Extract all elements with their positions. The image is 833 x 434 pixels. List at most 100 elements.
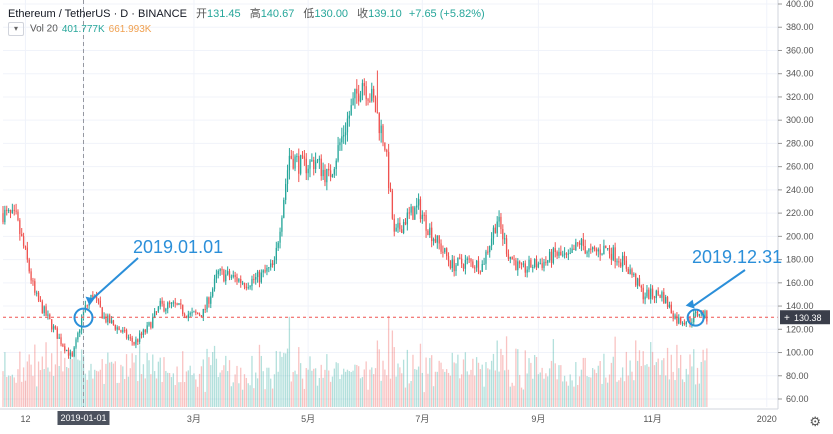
candle-body: [395, 227, 397, 232]
x-tick-label: 11月: [643, 414, 661, 424]
volume-bar: [554, 363, 556, 407]
volume-bar: [65, 367, 68, 407]
candle-body: [391, 190, 394, 219]
volume-bar: [633, 380, 635, 407]
candle-body: [530, 259, 532, 268]
volume-bar: [258, 344, 261, 407]
volume-bar: [124, 379, 126, 407]
candle-body: [620, 262, 622, 267]
candle-body: [421, 214, 423, 219]
candle-body: [103, 316, 105, 319]
volume-bar: [610, 362, 613, 407]
candle-body: [575, 242, 577, 250]
volume-bar: [71, 359, 73, 407]
candle-body: [666, 297, 669, 308]
volume-bar: [494, 370, 496, 407]
candle-body: [348, 115, 350, 119]
x-tick-label: 7月: [415, 414, 429, 424]
candle-body: [661, 292, 663, 298]
volume-bar: [481, 364, 483, 407]
volume-bar: [416, 369, 418, 407]
candle-body: [464, 260, 467, 269]
candle-body: [477, 260, 480, 272]
candle-body: [655, 290, 657, 299]
candle-body: [258, 271, 261, 283]
annotation-arrow-start: [88, 257, 139, 303]
candle-body: [513, 259, 515, 261]
candle-body: [356, 88, 358, 94]
candle-body: [522, 263, 525, 265]
volume-bar: [657, 358, 659, 407]
volume-bar: [470, 369, 472, 407]
volume-bar: [378, 349, 380, 407]
candle-body: [440, 243, 442, 252]
volume-bar: [241, 389, 244, 407]
candle-body: [425, 214, 427, 231]
candle-body: [264, 270, 266, 272]
candle-body: [24, 245, 27, 248]
candle-body: [492, 227, 495, 239]
volume-bar: [541, 367, 543, 407]
candle-body: [135, 339, 137, 345]
volume-bar: [69, 356, 72, 407]
high-value: 140.67: [260, 8, 295, 20]
volume-bar: [311, 370, 313, 407]
volume-bar: [208, 357, 210, 407]
volume-bar: [13, 377, 15, 407]
volume-bar: [404, 387, 407, 407]
candle-body: [32, 280, 34, 282]
candle-body: [404, 221, 407, 225]
y-tick-label: 140.00: [786, 301, 814, 311]
volume-bar: [97, 371, 100, 407]
low-label: 低: [303, 8, 315, 20]
volume-bar: [182, 351, 184, 407]
volume-bar: [238, 383, 240, 407]
symbol-name[interactable]: Ethereum / TetherUS · D · BINANCE: [8, 8, 187, 20]
candle-body: [670, 304, 672, 314]
candle-body: [505, 238, 508, 255]
volume-bar: [36, 386, 38, 407]
candle-body: [157, 306, 160, 312]
candle-body: [221, 269, 223, 271]
volume-bar: [706, 348, 708, 407]
volume-bar: [700, 361, 702, 407]
candle-body: [376, 112, 379, 114]
volume-bar: [475, 357, 478, 407]
candle-body: [489, 245, 491, 253]
volume-value-2: 661.993K: [108, 23, 152, 35]
volume-bar: [346, 369, 349, 407]
candle-body: [592, 247, 594, 250]
volume-bar: [271, 388, 274, 407]
volume-bar: [122, 366, 124, 407]
collapse-icon[interactable]: ▾: [8, 22, 24, 36]
volume-bar: [140, 374, 143, 407]
volume-bar: [474, 375, 476, 407]
volume-bar: [457, 354, 459, 407]
candle-body: [552, 248, 555, 263]
candle-body: [253, 278, 255, 280]
volume-bar: [275, 350, 277, 407]
candle-body: [124, 330, 126, 332]
volume-bar: [266, 367, 268, 407]
candle-body: [339, 142, 341, 146]
volume-bar: [328, 370, 330, 407]
volume-bar: [341, 374, 343, 407]
volume-bar: [460, 374, 463, 407]
candle-body: [30, 271, 32, 281]
volume-bar: [558, 365, 560, 407]
volume-bar: [530, 362, 532, 407]
candle-body: [213, 278, 216, 289]
gear-icon[interactable]: ⚙: [809, 414, 821, 429]
volume-bar: [655, 362, 657, 407]
volume-bar: [43, 369, 45, 407]
volume-bar: [515, 348, 517, 407]
volume-bar: [468, 374, 470, 407]
volume-bar: [367, 389, 369, 407]
volume-bar: [582, 357, 584, 407]
volume-bar: [191, 375, 193, 407]
volume-bar: [620, 377, 622, 407]
x-tick-label: 3月: [187, 414, 201, 424]
volume-bar: [586, 376, 588, 407]
volume-bar: [260, 355, 262, 407]
